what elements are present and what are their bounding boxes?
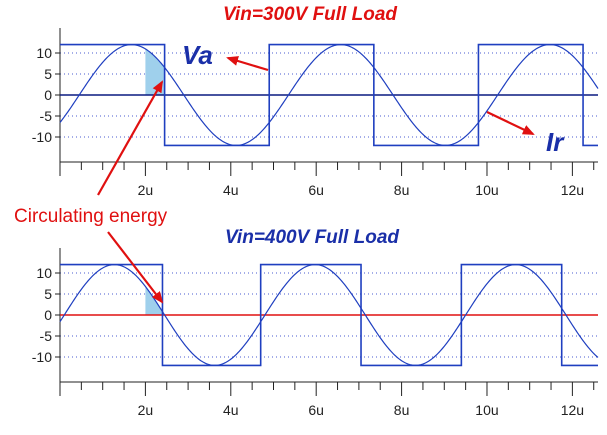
y-tick-label: -5 [40,108,53,124]
x-tick-label: 8u [394,182,410,198]
x-tick-label: 8u [394,402,410,418]
circulating-arrow-top [97,80,163,196]
x-tick-label: 2u [138,402,154,418]
ir-sine-wave [59,263,599,367]
y-tick-label: 5 [44,66,52,82]
x-tick-label: 10u [475,182,498,198]
circulating-energy-callout: Circulating energy [14,206,168,227]
annotations: Va Ir Circulating energy [14,40,565,304]
x-tick-label: 12u [561,182,584,198]
ir-signal-label: Ir [546,127,565,157]
y-tick-label: -5 [40,328,53,344]
y-tick-label: -10 [32,129,52,145]
va-signal-label: Va [182,40,213,70]
x-tick-label: 2u [138,182,154,198]
chart-title-bottom: Vin=400V Full Load [225,227,399,248]
y-tick-label: 10 [36,45,52,61]
y-tick-label: -10 [32,349,52,365]
y-tick-label: 0 [44,87,52,103]
x-tick-label: 6u [308,182,324,198]
ir-sine-wave [59,43,599,147]
x-tick-label: 4u [223,182,239,198]
plot-panel-bottom: 10 5 0 -5 -10 2u 4u 6u 8u 10u 12u [32,248,599,418]
x-tick-label: 6u [308,402,324,418]
va-square-wave [60,43,598,147]
va-square-wave [60,263,598,367]
y-tick-label: 5 [44,286,52,302]
x-tick-label: 12u [561,402,584,418]
chart-title-top: Vin=300V Full Load [223,4,397,25]
va-arrow [226,56,269,72]
ir-arrow [486,111,535,135]
y-tick-label: 0 [44,307,52,323]
x-tick-label: 10u [475,402,498,418]
x-tick-label: 4u [223,402,239,418]
circulating-arrow-bottom [107,231,164,304]
y-tick-label: 10 [36,265,52,281]
plot-panel-top: 10 5 0 -5 -10 2u 4u 6u 8u 10u 12u [32,28,599,198]
